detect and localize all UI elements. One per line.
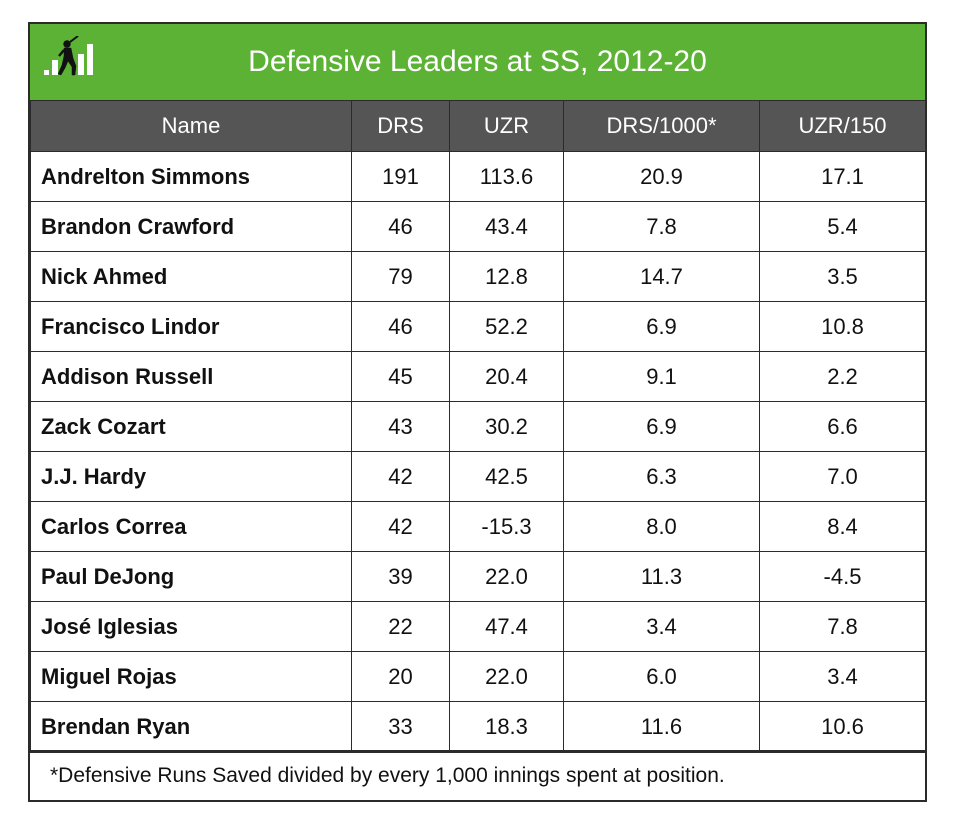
drs-per-1000-value: 11.3 <box>563 551 760 602</box>
baseball-batter-bars-icon <box>44 36 93 76</box>
drs-per-1000-value: 7.8 <box>563 201 760 252</box>
table-row: Carlos Correa 42 -15.3 8.0 8.4 <box>30 501 926 552</box>
uzr-per-150-value: 3.4 <box>759 651 926 702</box>
player-name: Brandon Crawford <box>30 201 352 252</box>
uzr-per-150-value: 3.5 <box>759 251 926 302</box>
uzr-per-150-value: 2.2 <box>759 351 926 402</box>
header-name: Name <box>30 100 352 152</box>
player-name: Miguel Rojas <box>30 651 352 702</box>
drs-value: 20 <box>351 651 450 702</box>
header-row: Name DRS UZR DRS/1000* UZR/150 <box>30 100 926 152</box>
player-name: Carlos Correa <box>30 501 352 552</box>
uzr-per-150-value: 7.0 <box>759 451 926 502</box>
table-frame: Defensive Leaders at SS, 2012-20 Name DR… <box>28 22 927 802</box>
drs-per-1000-value: 9.1 <box>563 351 760 402</box>
uzr-per-150-value: 10.6 <box>759 701 926 752</box>
player-name: Andrelton Simmons <box>30 151 352 202</box>
uzr-value: 113.6 <box>449 151 564 202</box>
uzr-per-150-value: 10.8 <box>759 301 926 352</box>
drs-per-1000-value: 20.9 <box>563 151 760 202</box>
uzr-per-150-value: 8.4 <box>759 501 926 552</box>
player-name: Brendan Ryan <box>30 701 352 752</box>
uzr-value: 18.3 <box>449 701 564 752</box>
drs-per-1000-value: 3.4 <box>563 601 760 652</box>
header-uzr: UZR <box>449 100 564 152</box>
drs-value: 191 <box>351 151 450 202</box>
drs-per-1000-value: 6.3 <box>563 451 760 502</box>
drs-per-1000-value: 6.9 <box>563 301 760 352</box>
table-row: Brandon Crawford 46 43.4 7.8 5.4 <box>30 201 926 252</box>
uzr-value: 20.4 <box>449 351 564 402</box>
player-name: Zack Cozart <box>30 401 352 452</box>
player-name: Nick Ahmed <box>30 251 352 302</box>
drs-value: 33 <box>351 701 450 752</box>
table-row: Miguel Rojas 20 22.0 6.0 3.4 <box>30 651 926 702</box>
drs-value: 39 <box>351 551 450 602</box>
uzr-value: -15.3 <box>449 501 564 552</box>
table-row: Paul DeJong 39 22.0 11.3 -4.5 <box>30 551 926 602</box>
uzr-per-150-value: 17.1 <box>759 151 926 202</box>
uzr-value: 52.2 <box>449 301 564 352</box>
leaders-table: Name DRS UZR DRS/1000* UZR/150 Andrelton… <box>30 100 926 752</box>
uzr-per-150-value: -4.5 <box>759 551 926 602</box>
table-row: Andrelton Simmons 191 113.6 20.9 17.1 <box>30 151 926 202</box>
uzr-per-150-value: 6.6 <box>759 401 926 452</box>
drs-per-1000-value: 14.7 <box>563 251 760 302</box>
drs-per-1000-value: 8.0 <box>563 501 760 552</box>
drs-value: 79 <box>351 251 450 302</box>
drs-value: 42 <box>351 451 450 502</box>
table-body: Andrelton Simmons 191 113.6 20.9 17.1 Brandon… <box>30 151 926 752</box>
uzr-value: 47.4 <box>449 601 564 652</box>
uzr-value: 22.0 <box>449 551 564 602</box>
table-row: José Iglesias 22 47.4 3.4 7.8 <box>30 601 926 652</box>
uzr-value: 30.2 <box>449 401 564 452</box>
table-row: Zack Cozart 43 30.2 6.9 6.6 <box>30 401 926 452</box>
drs-per-1000-value: 6.9 <box>563 401 760 452</box>
uzr-value: 22.0 <box>449 651 564 702</box>
drs-value: 45 <box>351 351 450 402</box>
uzr-value: 12.8 <box>449 251 564 302</box>
header-uzr-per-150: UZR/150 <box>759 100 926 152</box>
table-row: Francisco Lindor 46 52.2 6.9 10.8 <box>30 301 926 352</box>
header-drs: DRS <box>351 100 450 152</box>
drs-value: 22 <box>351 601 450 652</box>
player-name: Francisco Lindor <box>30 301 352 352</box>
drs-value: 43 <box>351 401 450 452</box>
drs-per-1000-value: 11.6 <box>563 701 760 752</box>
header-drs-per-1000: DRS/1000* <box>563 100 760 152</box>
table-row: Nick Ahmed 79 12.8 14.7 3.5 <box>30 251 926 302</box>
uzr-value: 42.5 <box>449 451 564 502</box>
uzr-per-150-value: 7.8 <box>759 601 926 652</box>
uzr-value: 43.4 <box>449 201 564 252</box>
drs-value: 46 <box>351 201 450 252</box>
table-title: Defensive Leaders at SS, 2012-20 <box>248 45 707 78</box>
title-banner: Defensive Leaders at SS, 2012-20 <box>30 24 925 100</box>
table-row: Addison Russell 45 20.4 9.1 2.2 <box>30 351 926 402</box>
table-row: Brendan Ryan 33 18.3 11.6 10.6 <box>30 701 926 752</box>
player-name: Paul DeJong <box>30 551 352 602</box>
player-name: José Iglesias <box>30 601 352 652</box>
drs-value: 42 <box>351 501 450 552</box>
drs-value: 46 <box>351 301 450 352</box>
drs-per-1000-value: 6.0 <box>563 651 760 702</box>
footnote: *Defensive Runs Saved divided by every 1… <box>30 750 925 800</box>
player-name: Addison Russell <box>30 351 352 402</box>
table-row: J.J. Hardy 42 42.5 6.3 7.0 <box>30 451 926 502</box>
player-name: J.J. Hardy <box>30 451 352 502</box>
uzr-per-150-value: 5.4 <box>759 201 926 252</box>
